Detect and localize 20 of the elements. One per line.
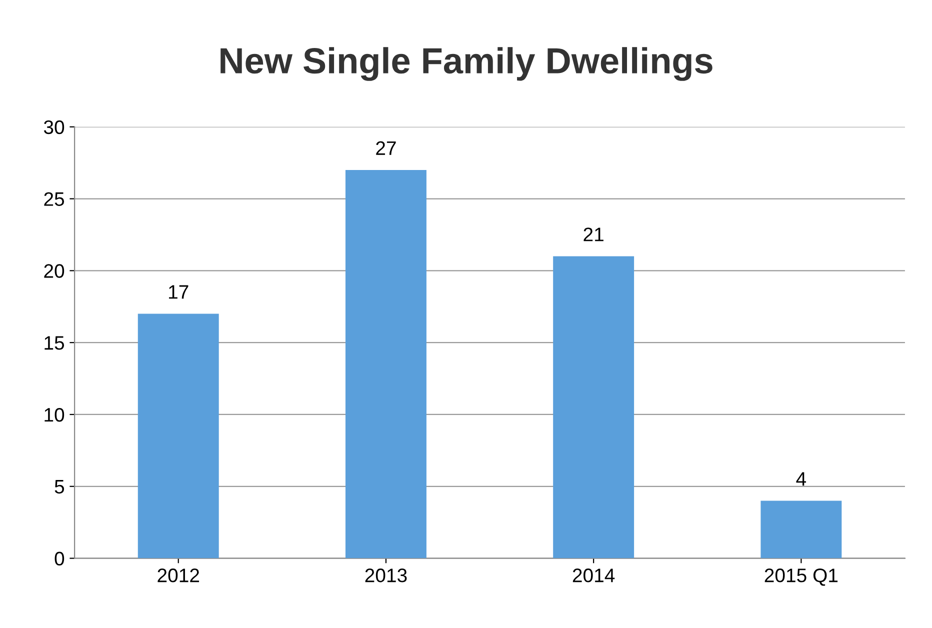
y-tick-label: 15 xyxy=(44,336,64,350)
x-tick-label: 2014 xyxy=(572,568,615,582)
bar xyxy=(345,170,426,558)
bar xyxy=(138,314,219,558)
data-label: 21 xyxy=(584,228,604,242)
y-tick-label: 30 xyxy=(44,120,64,134)
data-label: 4 xyxy=(796,472,806,486)
y-tick-label: 10 xyxy=(44,408,64,422)
bar xyxy=(553,256,634,558)
x-tick-label: 2012 xyxy=(158,568,200,582)
y-tick-label: 25 xyxy=(44,192,64,206)
data-label: 27 xyxy=(376,141,396,155)
chart-title: New Single Family Dwellings xyxy=(220,47,712,81)
x-tick-label: 2015 Q1 xyxy=(764,568,838,586)
y-tick-label: 5 xyxy=(54,480,64,494)
x-tick-label: 2013 xyxy=(365,568,407,582)
y-tick-label: 20 xyxy=(44,264,64,278)
bar xyxy=(760,500,842,558)
y-tick-label: 0 xyxy=(54,552,64,566)
data-label: 17 xyxy=(169,285,188,299)
